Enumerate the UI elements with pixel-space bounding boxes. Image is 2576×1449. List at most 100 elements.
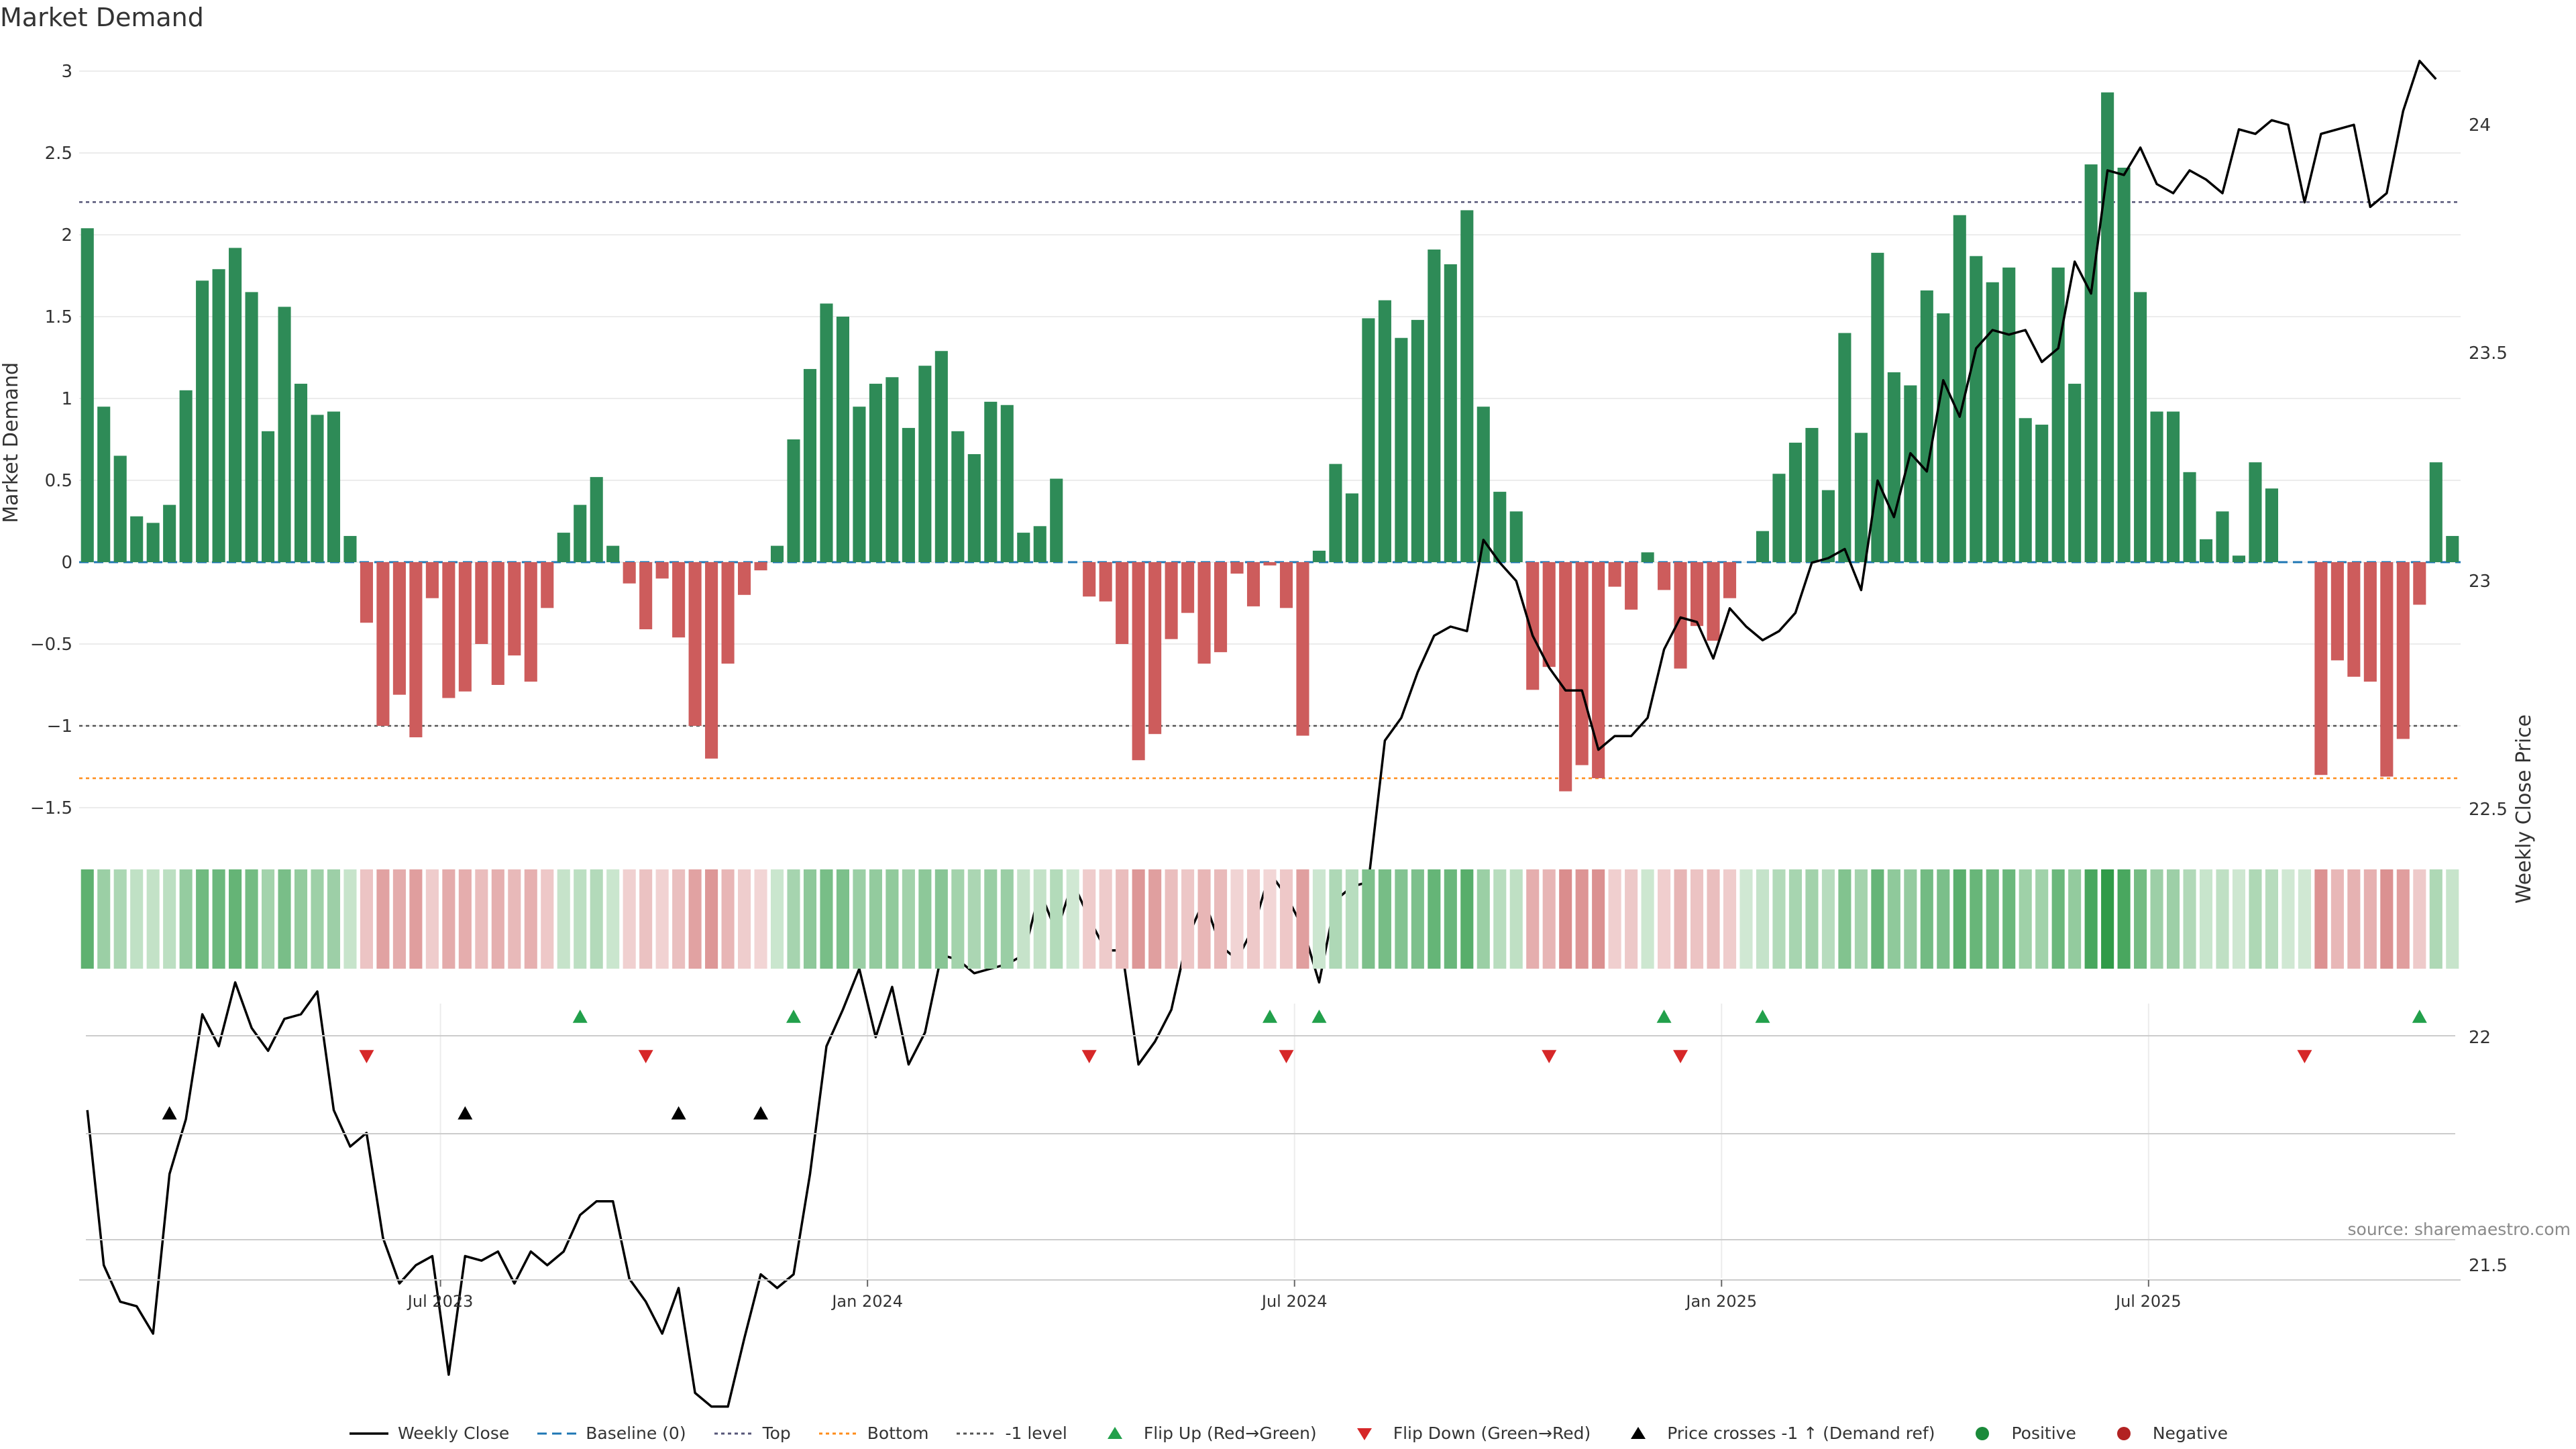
heat-strip-cell [853, 869, 866, 969]
legend-swatch-top [714, 1432, 753, 1434]
flip-up-marker [572, 1010, 588, 1023]
demand-bar-negative [360, 562, 373, 623]
heat-strip-cell [2183, 869, 2196, 969]
heat-strip-cell [392, 869, 406, 969]
demand-bar-positive [606, 545, 620, 562]
heat-strip-cell [2035, 869, 2049, 969]
legend-swatch-baseline [537, 1432, 577, 1434]
heat-strip-cell [1592, 869, 1605, 969]
demand-bar-positive [2167, 411, 2180, 562]
flip-up-marker [1656, 1010, 1672, 1023]
heat-strip-cell [1723, 869, 1737, 969]
heat-strip-cell [491, 869, 504, 969]
demand-bar-positive [2019, 418, 2032, 562]
demand-bar-positive [951, 431, 965, 562]
heat-strip-cell [951, 869, 965, 969]
demand-bar-positive [1887, 372, 1900, 562]
heat-strip-cell [1132, 869, 1145, 969]
heat-strip-cell [1148, 869, 1162, 969]
flip-up-marker [1311, 1010, 1327, 1023]
demand-bar-positive [2035, 425, 2049, 562]
demand-bar-positive [2216, 511, 2229, 562]
heat-strip-cell [984, 869, 998, 969]
heat-strip-cell [2051, 869, 2065, 969]
demand-bar-negative [655, 562, 669, 579]
heat-strip-cell [1050, 869, 1063, 969]
demand-bar-positive [574, 504, 587, 562]
demand-bar-positive [1460, 210, 1474, 562]
demand-bar-positive [2265, 488, 2278, 562]
flip-down-marker [1542, 1050, 1557, 1063]
heat-strip-cell [1788, 869, 1802, 969]
heat-strip-cell [836, 869, 849, 969]
flip-up-marker [786, 1010, 801, 1023]
heat-strip-cell [1066, 869, 1079, 969]
heat-strip-cell [770, 869, 784, 969]
heat-strip-cell [1953, 869, 1966, 969]
heat-strip-cell [146, 869, 160, 969]
heat-strip-cell [163, 869, 176, 969]
heat-strip-cell [1608, 869, 1621, 969]
heat-strip-cell [80, 869, 94, 969]
demand-bar-negative [2413, 562, 2426, 605]
heat-strip-cell [1641, 869, 1654, 969]
demand-bar-positive [179, 390, 193, 562]
legend-item-top: Top [713, 1424, 791, 1443]
demand-bar-positive [2150, 411, 2163, 562]
heat-strip-cell [278, 869, 291, 969]
demand-bar-positive [2134, 292, 2147, 562]
demand-bar-positive [113, 455, 127, 562]
heat-strip-cell [1526, 869, 1540, 969]
heat-strip-cell [1296, 869, 1309, 969]
flip-up-marker [1755, 1010, 1770, 1023]
price-line-layer [86, 60, 2437, 1408]
heat-strip-cell [1460, 869, 1474, 969]
legend-item-negative: Negative [2103, 1424, 2228, 1443]
heat-strip-cell [1411, 869, 1424, 969]
legend-label-weekly_close: Weekly Close [397, 1424, 510, 1443]
demand-bar-positive [1362, 318, 1375, 562]
heat-strip-cell [2429, 869, 2443, 969]
demand-bar-positive [1821, 490, 1835, 562]
heat-strip-cell [245, 869, 258, 969]
heat-strip-cell [1707, 869, 1720, 969]
demand-bar-negative [672, 562, 686, 638]
heat-strip-cell [1477, 869, 1490, 969]
x-tick-label: Jul 2025 [2114, 1292, 2182, 1311]
source-watermark: source: sharemaestro.com [2347, 1220, 2571, 1239]
legend-item-price_cross: Price crosses -1 ↑ (Demand ref) [1617, 1424, 1935, 1443]
demand-bar-negative [1542, 562, 1556, 667]
heat-strip-cell [2216, 869, 2229, 969]
demand-bar-positive [1050, 478, 1063, 562]
heat-strip-cell [2232, 869, 2246, 969]
y-tick-label: 0 [61, 553, 72, 573]
y-tick-label: −0.5 [30, 635, 72, 655]
heat-strip-cell [803, 869, 817, 969]
y-tick-label: 2 [61, 225, 72, 246]
demand-bar-positive [2446, 535, 2459, 562]
heat-strip-cell [2330, 869, 2344, 969]
y2-axis-label: Weekly Close Price [2512, 714, 2536, 904]
demand-bar-positive [2429, 462, 2443, 562]
demand-bar-positive [1788, 442, 1802, 562]
heat-strip-cell [1559, 869, 1572, 969]
heat-strip-cell [1214, 869, 1228, 969]
demand-bar-positive [1937, 313, 1950, 562]
heat-strip-cell [1116, 869, 1129, 969]
y-axis-label: Market Demand [0, 362, 23, 523]
y-tick-label: 2.5 [45, 144, 72, 164]
demand-bar-positive [1477, 407, 1490, 562]
demand-bar-negative [2396, 562, 2410, 739]
flip-down-marker [1081, 1050, 1097, 1063]
heat-strip-cell [97, 869, 111, 969]
demand-bar-negative [2380, 562, 2394, 777]
demand-bar-negative [2314, 562, 2328, 775]
heat-strip-cell [425, 869, 439, 969]
legend-swatch-price_cross [1631, 1426, 1646, 1439]
demand-bar-negative [376, 562, 390, 726]
heat-strip-cell [820, 869, 833, 969]
demand-bar-positive [130, 516, 144, 562]
legend-label-flip_up: Flip Up (Red→Green) [1143, 1424, 1317, 1443]
legend-item-baseline: Baseline (0) [536, 1424, 686, 1443]
demand-bar-negative [1707, 562, 1720, 641]
